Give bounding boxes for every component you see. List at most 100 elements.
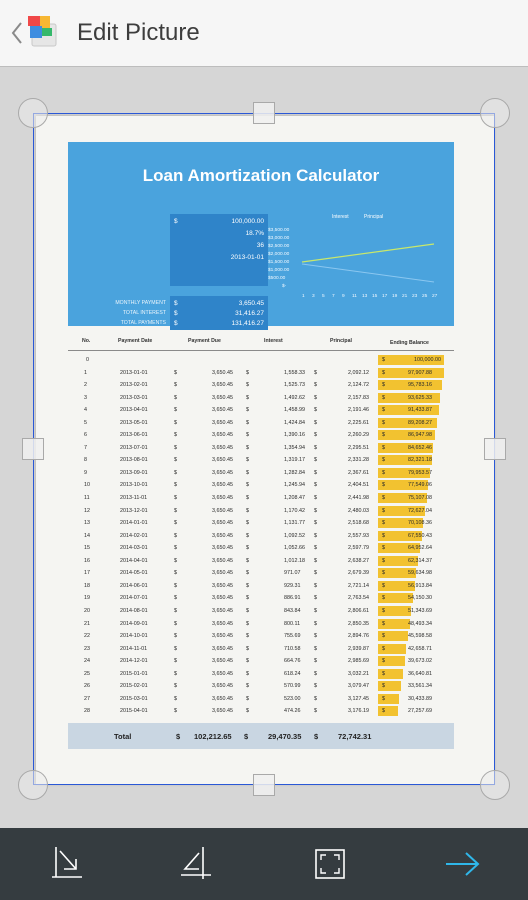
cell-interest: 1,208.47 [284,495,305,501]
table-row: $ $ $ $14 2014-02-01 3,650.45 1,092.52 2,557.93… [68,530,454,543]
cell-balance: 56,913.84 [408,582,432,589]
cell-principal: 2,480.03 [348,507,369,514]
cell-dollar: $ [314,382,317,389]
header-divider [68,350,454,351]
balance-highlight [378,392,441,403]
table-row: $ $ $ $10 2013-10-01 3,650.45 1,245.94 2,404.51… [68,479,454,492]
col-header-due: Payment Due [188,338,221,344]
cell-principal: 2,557.93 [348,532,369,539]
crop-handle-bottom-left[interactable] [18,770,48,800]
table-row: $ $ $ $12 2013-12-01 3,650.45 1,170.42 2,480.03… [68,505,454,518]
cell-dollar: $ [382,482,385,489]
cell-dollar: $ [382,369,385,376]
y-tick: $2,000.00 [268,252,290,257]
cell-interest: 1,558.33 [284,369,305,376]
rotate-perspective-icon[interactable] [46,842,90,886]
col-header-interest: Interest [264,338,283,344]
cell-balance: 51,343.69 [408,607,432,614]
cell-date: 2013-02-01 [120,382,148,389]
table-row: $ $ $ $28 2015-04-01 3,650.45 474.26 3,176.19 27… [68,705,454,718]
x-tick: 7 [332,294,335,299]
cell-dollar: $ [314,683,317,690]
x-tick: 1 [302,294,305,299]
cell-due: 3,650.45 [212,507,233,514]
skew-crop-icon[interactable] [174,842,218,886]
cell-no: 1 [84,369,87,376]
table-row: $ $ $ $16 2014-04-01 3,650.45 1,012.18 2,638.27… [68,555,454,568]
cell-due: 3,650.45 [212,695,233,702]
crop-handle-bottom-right[interactable] [480,770,510,800]
cell-dollar: $ [314,432,317,439]
result-label: TOTAL INTEREST [122,310,166,316]
cell-date: 2013-05-01 [120,419,148,426]
crop-handle-right[interactable] [484,438,506,460]
cell-dollar: $ [382,357,385,363]
cell-dollar: $ [246,658,249,665]
table-row: $ $ $ $19 2014-07-01 3,650.45 886.91 2,763.54 54… [68,592,454,605]
cell-dollar: $ [174,432,177,439]
cell-dollar: $ [246,557,249,564]
balance-highlight [378,417,437,428]
arrow-right-icon[interactable] [440,842,484,886]
cell-principal: 2,763.54 [348,595,369,602]
cell-due: 3,650.45 [212,382,233,389]
cell-no: 8 [84,457,87,464]
cell-dollar: $ [382,658,385,665]
cell-dollar: $ [246,419,249,426]
cell-dollar: $ [314,582,317,589]
table-row: $ $ $ $1 2013-01-01 3,650.45 1,558.33 2,092.12 9… [68,367,454,380]
col-header-no: No. [82,338,91,344]
col-header-balance: Ending Balance [390,340,429,346]
cell-dollar: $ [174,369,177,376]
document-title: Loan Amortization Calculator [142,166,380,185]
balance-highlight [378,480,429,491]
cell-due: 3,650.45 [212,557,233,564]
x-tick: 11 [352,294,357,299]
cell-interest: 1,092.52 [284,532,305,539]
table-row: $ $ $ $11 2013-11-01 3,650.45 1,208.47 2,441.98… [68,492,454,505]
cell-principal: 2,679.39 [348,570,369,577]
input-dollar: $ [174,218,178,225]
legend-interest: Interest [332,214,349,220]
cell-dollar: $ [314,482,317,489]
cell-dollar: $ [174,633,177,640]
chevron-left-icon[interactable] [10,20,24,46]
cell-principal: 3,127.45 [348,695,369,702]
cell-date: 2015-01-01 [120,670,148,677]
cell-no: 11 [84,495,90,501]
crop-handle-left[interactable] [22,438,44,460]
cell-dollar: $ [314,658,317,665]
cell-due: 3,650.45 [212,607,233,614]
cell-date: 2014-02-01 [120,532,148,539]
balance-highlight [378,706,398,717]
expand-crop-icon[interactable] [308,842,352,886]
crop-handle-top[interactable] [253,102,275,124]
cell-balance: 27,257.69 [408,708,432,715]
cell-no: 13 [84,520,90,527]
cell-dollar: $ [314,419,317,426]
cell-principal: 2,404.51 [348,482,369,489]
cell-dollar: $ [314,520,317,527]
cell-principal: 2,092.12 [348,369,369,376]
cell-principal: 3,032.21 [348,670,369,677]
cell-principal: 2,806.61 [348,607,369,614]
crop-handle-bottom[interactable] [253,774,275,796]
crop-handle-top-right[interactable] [480,98,510,128]
cell-due: 3,650.45 [212,457,233,464]
cell-dollar: $ [174,570,177,577]
cell-balance: 82,321.18 [408,457,432,464]
cell-dollar: $ [382,432,385,439]
cell-dollar: $ [314,670,317,677]
page-title: Edit Picture [77,19,200,46]
col-header-date: Payment Date [118,338,153,344]
y-tick: $1,000.00 [268,268,290,273]
cell-no: 15 [84,545,90,552]
x-tick: 23 [412,294,418,299]
balance-highlight [378,380,442,391]
cell-dollar: $ [174,645,177,652]
result-dollar: $ [174,300,178,307]
cell-balance: 42,658.71 [408,645,432,652]
crop-handle-top-left[interactable] [18,98,48,128]
cell-dollar: $ [382,382,385,389]
x-tick: 15 [372,294,378,299]
